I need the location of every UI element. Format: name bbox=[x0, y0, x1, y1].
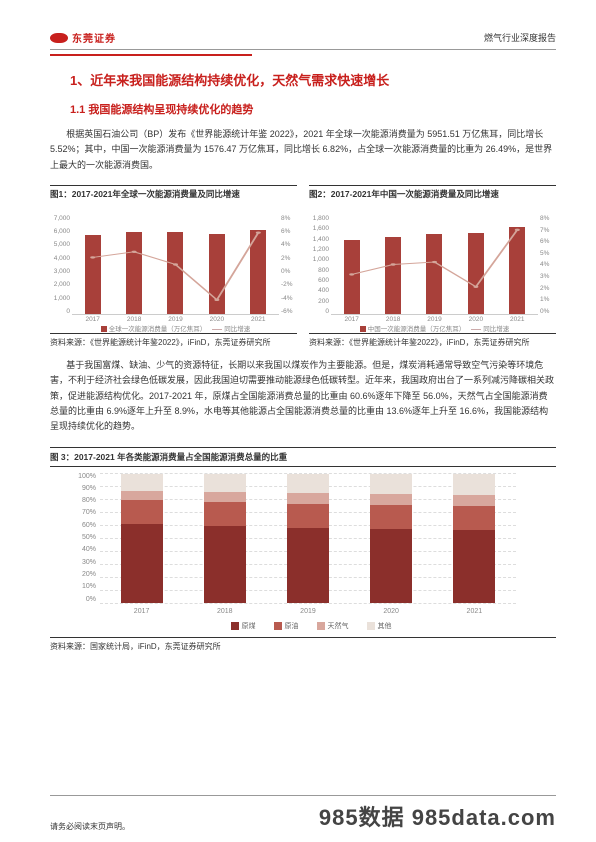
bar bbox=[250, 230, 266, 314]
chart1-title: 图1：2017-2021年全球一次能源消费量及同比增速 bbox=[50, 185, 297, 211]
stacked-bar bbox=[453, 474, 495, 603]
bar bbox=[509, 227, 525, 314]
bar bbox=[209, 234, 225, 314]
chart3: 100%90%80%70%60%50%40%30%20%10%0% 201720… bbox=[50, 473, 556, 633]
chart2: 图2：2017-2021年中国一次能源消费量及同比增速 1,8001,6001,… bbox=[309, 185, 556, 348]
bar bbox=[85, 235, 101, 314]
stacked-bar bbox=[287, 474, 329, 603]
chart2-source: 资料来源：《世界能源统计年鉴2022》，iFinD，东莞证券研究所 bbox=[309, 333, 556, 348]
page-header: 东莞证券 燃气行业深度报告 bbox=[50, 30, 556, 50]
section-title: 1、近年来我国能源结构持续优化，天然气需求快速增长 bbox=[70, 70, 556, 89]
bar bbox=[344, 240, 360, 314]
stacked-bar bbox=[121, 474, 163, 603]
logo-icon bbox=[50, 33, 68, 43]
stacked-bar bbox=[370, 474, 412, 603]
chart1-source: 资料来源：《世界能源统计年鉴2022》，iFinD，东莞证券研究所 bbox=[50, 333, 297, 348]
report-type: 燃气行业深度报告 bbox=[484, 31, 556, 44]
paragraph-1: 根据英国石油公司（BP）发布《世界能源统计年鉴 2022》，2021 年全球一次… bbox=[50, 127, 556, 173]
paragraph-2: 基于我国富煤、缺油、少气的资源特征，长期以来我国以煤炭作为主要能源。但是，煤炭消… bbox=[50, 358, 556, 434]
accent-bar bbox=[50, 54, 252, 56]
chart2-title: 图2：2017-2021年中国一次能源消费量及同比增速 bbox=[309, 185, 556, 211]
stacked-bar bbox=[204, 474, 246, 603]
bar bbox=[385, 237, 401, 314]
logo: 东莞证券 bbox=[50, 30, 116, 45]
bar bbox=[426, 234, 442, 314]
chart1: 图1：2017-2021年全球一次能源消费量及同比增速 7,0006,0005,… bbox=[50, 185, 297, 348]
chart3-source: 资料来源：国家统计局，iFinD，东莞证券研究所 bbox=[50, 637, 556, 652]
footer-disclaimer: 请务必阅读末页声明。 bbox=[50, 821, 130, 832]
logo-text: 东莞证券 bbox=[72, 30, 116, 45]
bar bbox=[126, 232, 142, 314]
watermark: 985数据 985data.com bbox=[319, 800, 556, 832]
page-footer: 请务必阅读末页声明。 985数据 985data.com bbox=[50, 795, 556, 832]
chart3-title: 图 3：2017-2021 年各类能源消费量占全国能源消费总量的比重 bbox=[50, 447, 556, 467]
subsection-title: 1.1 我国能源结构呈现持续优化的趋势 bbox=[70, 101, 556, 117]
bar bbox=[167, 232, 183, 314]
chart-row-top: 图1：2017-2021年全球一次能源消费量及同比增速 7,0006,0005,… bbox=[50, 185, 556, 348]
bar bbox=[468, 233, 484, 314]
